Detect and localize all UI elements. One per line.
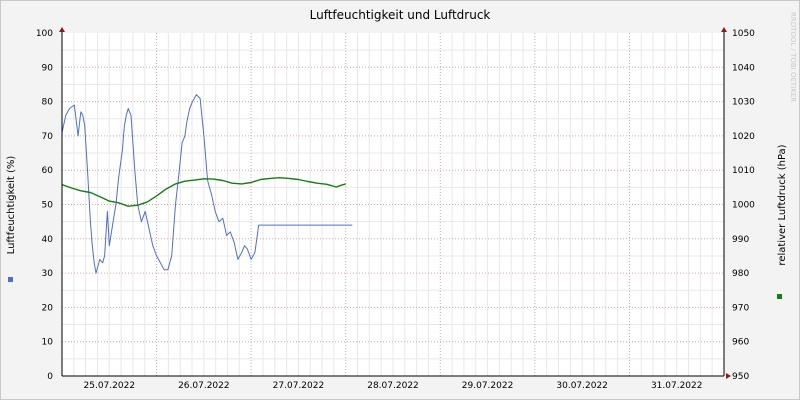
grid-layer bbox=[62, 33, 724, 376]
y-tick-label-left: 20 bbox=[42, 303, 54, 313]
x-axis-arrow bbox=[726, 373, 731, 379]
y-tick-label-left: 40 bbox=[42, 235, 54, 245]
y-tick-label-left: 30 bbox=[42, 269, 54, 279]
y-axis-arrow-left bbox=[59, 27, 65, 32]
y-tick-label-left: 70 bbox=[42, 132, 54, 142]
y-axis-title-right: relativer Luftdruck (hPa) bbox=[777, 144, 788, 265]
series-swatch-right bbox=[777, 294, 782, 299]
watermark: RRDTOOL / TOBI OETIKER bbox=[789, 12, 797, 102]
x-tick-label: 28.07.2022 bbox=[367, 381, 419, 391]
y-tick-label-right: 1030 bbox=[732, 98, 755, 108]
y-tick-label-right: 1010 bbox=[732, 166, 755, 176]
y-tick-label-left: 100 bbox=[36, 29, 53, 39]
y-tick-label-right: 960 bbox=[732, 338, 749, 348]
y-tick-label-right: 1050 bbox=[732, 29, 755, 39]
series-layer bbox=[61, 94, 353, 274]
y-tick-label-right: 950 bbox=[732, 372, 749, 382]
x-tick-label: 27.07.2022 bbox=[273, 381, 325, 391]
y-tick-label-right: 990 bbox=[732, 235, 749, 245]
x-tick-label: 30.07.2022 bbox=[556, 381, 608, 391]
x-tick-label: 26.07.2022 bbox=[178, 381, 230, 391]
y-tick-label-left: 60 bbox=[42, 166, 54, 176]
x-tick-label: 31.07.2022 bbox=[651, 381, 703, 391]
y-tick-label-left: 80 bbox=[42, 98, 54, 108]
y-tick-label-right: 1000 bbox=[732, 201, 755, 211]
y-axis-title-left: Luftfeuchtigkeit (%) bbox=[6, 156, 17, 255]
y-tick-label-left: 90 bbox=[42, 63, 54, 73]
series-line-humidity bbox=[61, 94, 353, 274]
axis-layer bbox=[59, 27, 731, 379]
y-tick-label-left: 10 bbox=[42, 338, 54, 348]
y-axis-arrow-right bbox=[721, 27, 727, 32]
series-swatch-left bbox=[8, 277, 13, 282]
y-tick-label-right: 970 bbox=[732, 303, 749, 313]
y-tick-label-right: 980 bbox=[732, 269, 749, 279]
x-tick-label: 25.07.2022 bbox=[84, 381, 136, 391]
y-tick-label-left: 50 bbox=[42, 201, 54, 211]
y-tick-label-left: 0 bbox=[47, 372, 53, 382]
tick-layer: 0102030405060708090100950960970980990100… bbox=[36, 29, 755, 391]
series-line-pressure bbox=[61, 176, 346, 207]
y-tick-label-right: 1040 bbox=[732, 63, 755, 73]
chart-title: Luftfeuchtigkeit und Luftdruck bbox=[310, 8, 491, 22]
y-tick-label-right: 1020 bbox=[732, 132, 755, 142]
x-tick-label: 29.07.2022 bbox=[462, 381, 514, 391]
